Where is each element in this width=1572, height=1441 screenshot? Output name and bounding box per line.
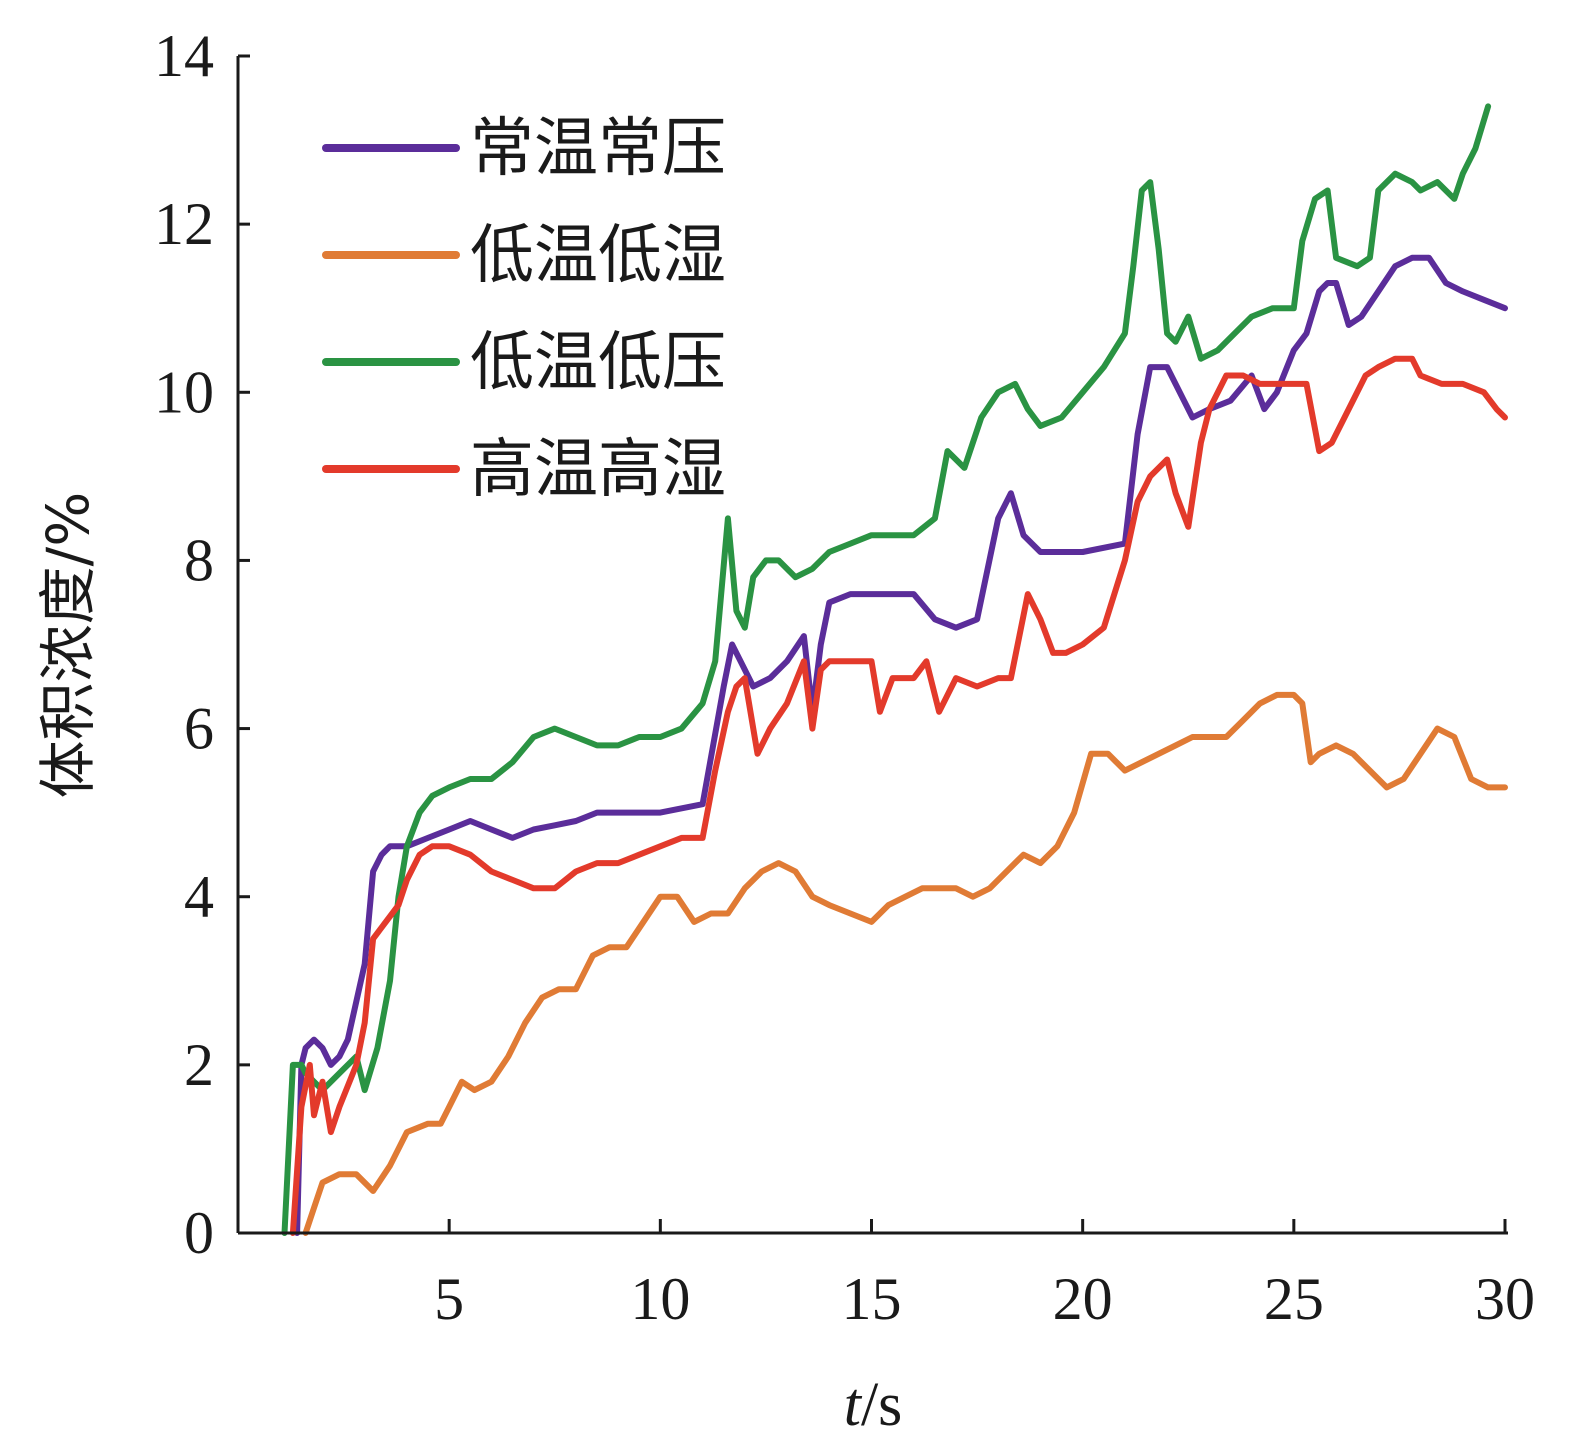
- x-axis-title-unit: /s: [861, 1371, 902, 1439]
- x-axis-title: t/s: [844, 1371, 903, 1439]
- x-axis-title-italic: t: [844, 1371, 863, 1439]
- y-tick-label: 8: [184, 527, 214, 593]
- series-line-4: [289, 355, 1508, 1236]
- y-tick-label: 10: [154, 359, 214, 425]
- y-tick-label: 14: [154, 23, 214, 89]
- y-tick-label: 0: [184, 1200, 214, 1266]
- x-tick-label: 15: [842, 1266, 902, 1332]
- y-tick-label: 6: [184, 696, 214, 762]
- y-axis-title: 体积浓度/%: [34, 492, 102, 799]
- series-layer: [281, 103, 1508, 1236]
- y-tick-label: 2: [184, 1032, 214, 1098]
- series-line-2: [302, 691, 1508, 1236]
- x-tick-label: 30: [1475, 1266, 1535, 1332]
- y-tick-label: 4: [184, 864, 214, 930]
- x-tick-label: 10: [630, 1266, 690, 1332]
- series-line-3: [281, 103, 1492, 1236]
- legend-label: 高温高湿: [470, 433, 726, 507]
- x-axis-ticks: 5 10 15 20 25 30: [434, 1219, 1535, 1332]
- x-tick-label: 20: [1053, 1266, 1113, 1332]
- x-tick-label: 5: [434, 1266, 464, 1332]
- y-tick-label: 12: [154, 191, 214, 257]
- y-axis-ticks: 0 2 4 6 8 10 12 14: [154, 23, 250, 1266]
- x-tick-label: 25: [1264, 1266, 1324, 1332]
- legend-label: 低温低压: [470, 326, 726, 400]
- legend-label: 常温常压: [470, 112, 726, 186]
- legend-label: 低温低湿: [470, 219, 726, 293]
